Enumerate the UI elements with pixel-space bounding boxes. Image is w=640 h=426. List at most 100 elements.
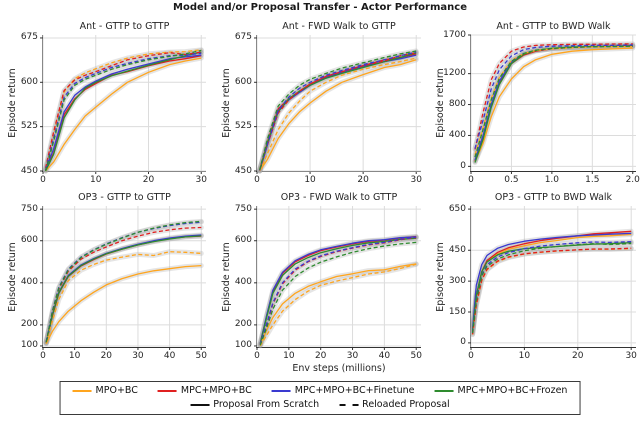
series-line xyxy=(259,236,417,344)
legend-item-mpc-mpo-bc: MPC+MPO+BC xyxy=(157,385,252,396)
legend-item-reloaded-proposal: Reloaded Proposal xyxy=(339,399,450,410)
y-tick-label: 200 xyxy=(234,319,252,330)
x-axis-label: Env steps (millions) xyxy=(292,363,386,374)
confidence-band xyxy=(470,241,634,336)
y-tick-label: 750 xyxy=(20,203,38,214)
x-tick-label: 10 xyxy=(68,351,81,361)
y-tick-label: 800 xyxy=(448,99,466,110)
series-line xyxy=(259,263,417,346)
series-line xyxy=(44,54,202,171)
subplot-title: Ant - FWD Walk to GTTP xyxy=(282,21,396,32)
series-line xyxy=(471,240,632,333)
x-tick-label: 0 xyxy=(254,175,260,185)
series-line xyxy=(474,44,633,149)
plot-area xyxy=(468,206,636,350)
y-tick-label: 600 xyxy=(234,235,252,246)
y-tick-label: 400 xyxy=(20,277,38,288)
plot-area xyxy=(40,35,206,174)
x-tick-label: 30 xyxy=(195,175,207,185)
subplot-title: Ant - GTTP to BWD Walk xyxy=(496,21,611,32)
x-tick-label: 2.0 xyxy=(625,175,640,185)
y-tick-label: 0 xyxy=(460,337,466,348)
x-tick-label: 0.5 xyxy=(504,175,519,185)
x-tick-label: 30 xyxy=(132,351,144,361)
plot-area xyxy=(254,206,421,350)
series-line xyxy=(44,52,202,170)
series-line xyxy=(259,57,417,172)
plot-area xyxy=(40,206,206,350)
y-tick-label: 600 xyxy=(20,76,38,87)
subplot-title: OP3 - GTTP to GTTP xyxy=(78,192,171,203)
legend-label: MPO+BC xyxy=(95,385,138,396)
series-line xyxy=(45,220,202,343)
x-tick-label: 30 xyxy=(346,351,359,361)
legend-label: Proposal From Scratch xyxy=(213,399,320,410)
series-line xyxy=(259,236,417,345)
x-tick-label: 0 xyxy=(468,175,474,185)
y-tick-label: 100 xyxy=(20,340,38,351)
y-tick-label: 600 xyxy=(20,235,38,246)
x-tick-label: 20 xyxy=(100,351,113,361)
subplot-op3-gttp-to-gttp: OP3 - GTTP to GTTP Episode return 0 10 20 3… xyxy=(7,192,207,361)
series-line xyxy=(474,47,633,162)
y-tick-label: 200 xyxy=(20,319,38,330)
y-tick-label: 400 xyxy=(234,277,252,288)
confidence-band xyxy=(257,239,419,348)
y-tick-label: 525 xyxy=(234,121,252,132)
y-tick-label: 400 xyxy=(448,129,466,140)
series-line xyxy=(45,57,202,172)
y-tick-label: 675 xyxy=(20,32,38,43)
y-tick-label: 0 xyxy=(460,160,466,171)
dashed-line-swatch-icon xyxy=(339,403,359,406)
y-tick-label: 100 xyxy=(234,340,252,351)
legend-row-linestyles: Proposal From Scratch Reloaded Proposal xyxy=(190,399,450,410)
x-tick-label: 20 xyxy=(572,351,584,361)
subplot-op3-fwd-walk-to-gttp: OP3 - FWD Walk to GTTP Episode return En… xyxy=(221,192,422,374)
series-line xyxy=(259,59,417,172)
legend-item-mpc-mpo-bc-frozen: MPC+MPO+BC+Frozen xyxy=(434,385,567,396)
series-line xyxy=(471,232,632,329)
series-line xyxy=(44,51,202,169)
series-line xyxy=(471,247,632,335)
figure-title: Model and/or Proposal Transfer - Actor P… xyxy=(173,2,467,13)
legend-item-proposal-from-scratch: Proposal From Scratch xyxy=(190,399,319,410)
y-tick-label: 300 xyxy=(448,275,466,286)
legend-item-mpo-bc: MPO+BC xyxy=(72,385,138,396)
legend-label: MPC+MPO+BC+Frozen xyxy=(457,385,568,396)
series-line xyxy=(259,263,417,347)
x-tick-label: 1.0 xyxy=(544,175,560,185)
subplot-title: Ant - GTTP to GTTP xyxy=(79,21,170,32)
blue-line-swatch-icon xyxy=(271,389,291,392)
x-tick-label: 0 xyxy=(254,351,260,361)
red-line-swatch-icon xyxy=(157,389,177,392)
series-line xyxy=(45,264,202,345)
subplot-title: OP3 - GTTP to BWD Walk xyxy=(494,192,613,203)
series-line xyxy=(259,241,417,346)
series-line xyxy=(474,45,633,158)
y-tick-label: 450 xyxy=(448,244,466,255)
legend-label: MPC+MPO+BC xyxy=(180,385,252,396)
series-line xyxy=(259,52,417,170)
subplot-title: OP3 - FWD Walk to GTTP xyxy=(280,192,398,203)
series-line xyxy=(259,50,417,170)
y-tick-label: 525 xyxy=(20,121,38,132)
legend-row-colors: MPO+BC MPC+MPO+BC MPC+MPO+BC+Finetune MP… xyxy=(72,385,567,396)
x-tick-label: 20 xyxy=(142,175,155,185)
y-tick-label: 1700 xyxy=(443,29,466,40)
series-line xyxy=(45,221,202,342)
plot-area xyxy=(254,35,421,174)
legend-label: MPC+MPO+BC+Finetune xyxy=(294,385,415,396)
y-tick-label: 675 xyxy=(234,32,252,43)
x-tick-label: 10 xyxy=(283,351,295,361)
x-tick-label: 40 xyxy=(163,351,176,361)
x-tick-label: 50 xyxy=(195,351,207,361)
legend-label: Reloaded Proposal xyxy=(362,399,450,410)
x-tick-label: 0 xyxy=(468,351,474,361)
y-tick-label: 1200 xyxy=(443,68,466,79)
x-tick-label: 30 xyxy=(410,175,422,185)
legend: MPO+BC MPC+MPO+BC MPC+MPO+BC+Finetune MP… xyxy=(59,381,581,415)
y-tick-label: 150 xyxy=(448,306,466,317)
